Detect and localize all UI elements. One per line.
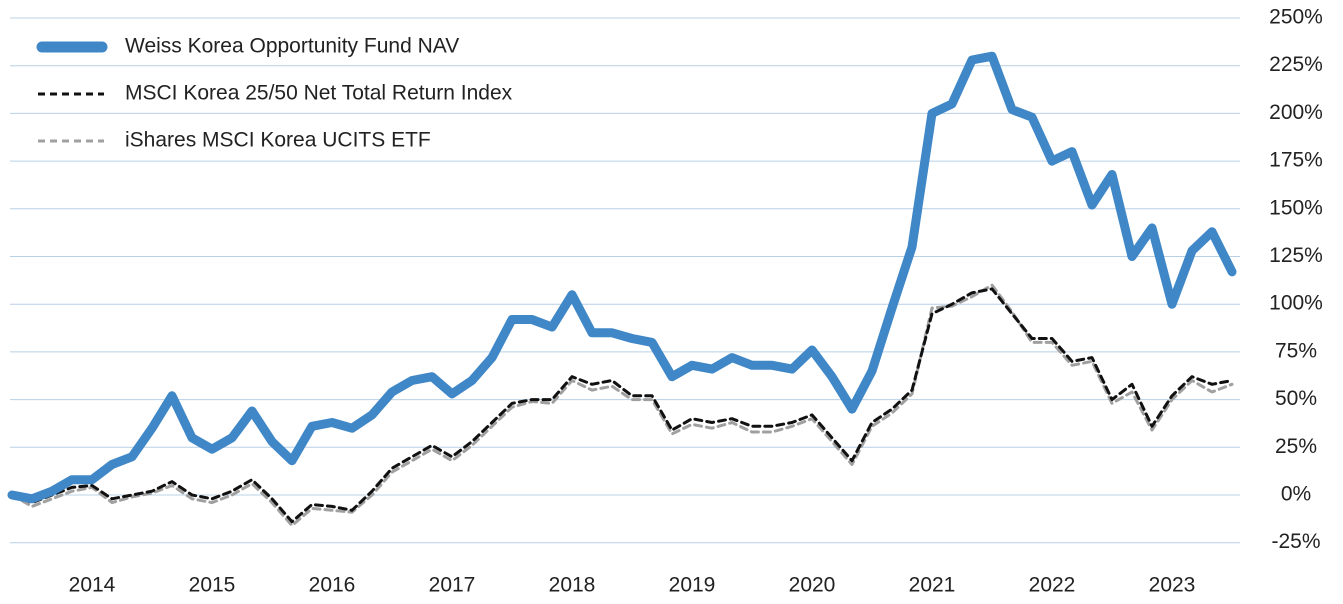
y-tick-label: 225%	[1269, 53, 1323, 76]
y-tick-label: 100%	[1269, 292, 1323, 315]
x-tick-label: 2016	[309, 574, 356, 597]
line-series	[7, 51, 1237, 504]
x-tick-label: 2021	[909, 574, 956, 597]
legend-label: MSCI Korea 25/50 Net Total Return Index	[125, 82, 513, 105]
y-tick-label: 75%	[1275, 339, 1317, 362]
x-tick-label: 2019	[669, 574, 716, 597]
y-tick-label: 250%	[1269, 6, 1323, 29]
y-tick-label: -25%	[1271, 530, 1320, 553]
y-tick-label: 200%	[1269, 101, 1323, 124]
y-tick-label: 125%	[1269, 244, 1323, 267]
line-series	[10, 287, 1234, 524]
x-tick-label: 2022	[1029, 574, 1076, 597]
y-tick-label: 150%	[1269, 196, 1323, 219]
x-tick-label: 2023	[1149, 574, 1196, 597]
legend-label: iShares MSCI Korea UCITS ETF	[125, 129, 431, 152]
x-tick-label: 2014	[69, 574, 116, 597]
line-series	[10, 283, 1234, 527]
x-tick-label: 2015	[189, 574, 236, 597]
x-tick-label: 2017	[429, 574, 476, 597]
y-tick-label: 0%	[1281, 483, 1311, 506]
y-tick-label: 175%	[1269, 149, 1323, 172]
y-tick-label: 25%	[1275, 435, 1317, 458]
y-tick-label: 50%	[1275, 387, 1317, 410]
x-tick-label: 2018	[549, 574, 596, 597]
x-tick-label: 2020	[789, 574, 836, 597]
legend-label: Weiss Korea Opportunity Fund NAV	[125, 35, 459, 58]
